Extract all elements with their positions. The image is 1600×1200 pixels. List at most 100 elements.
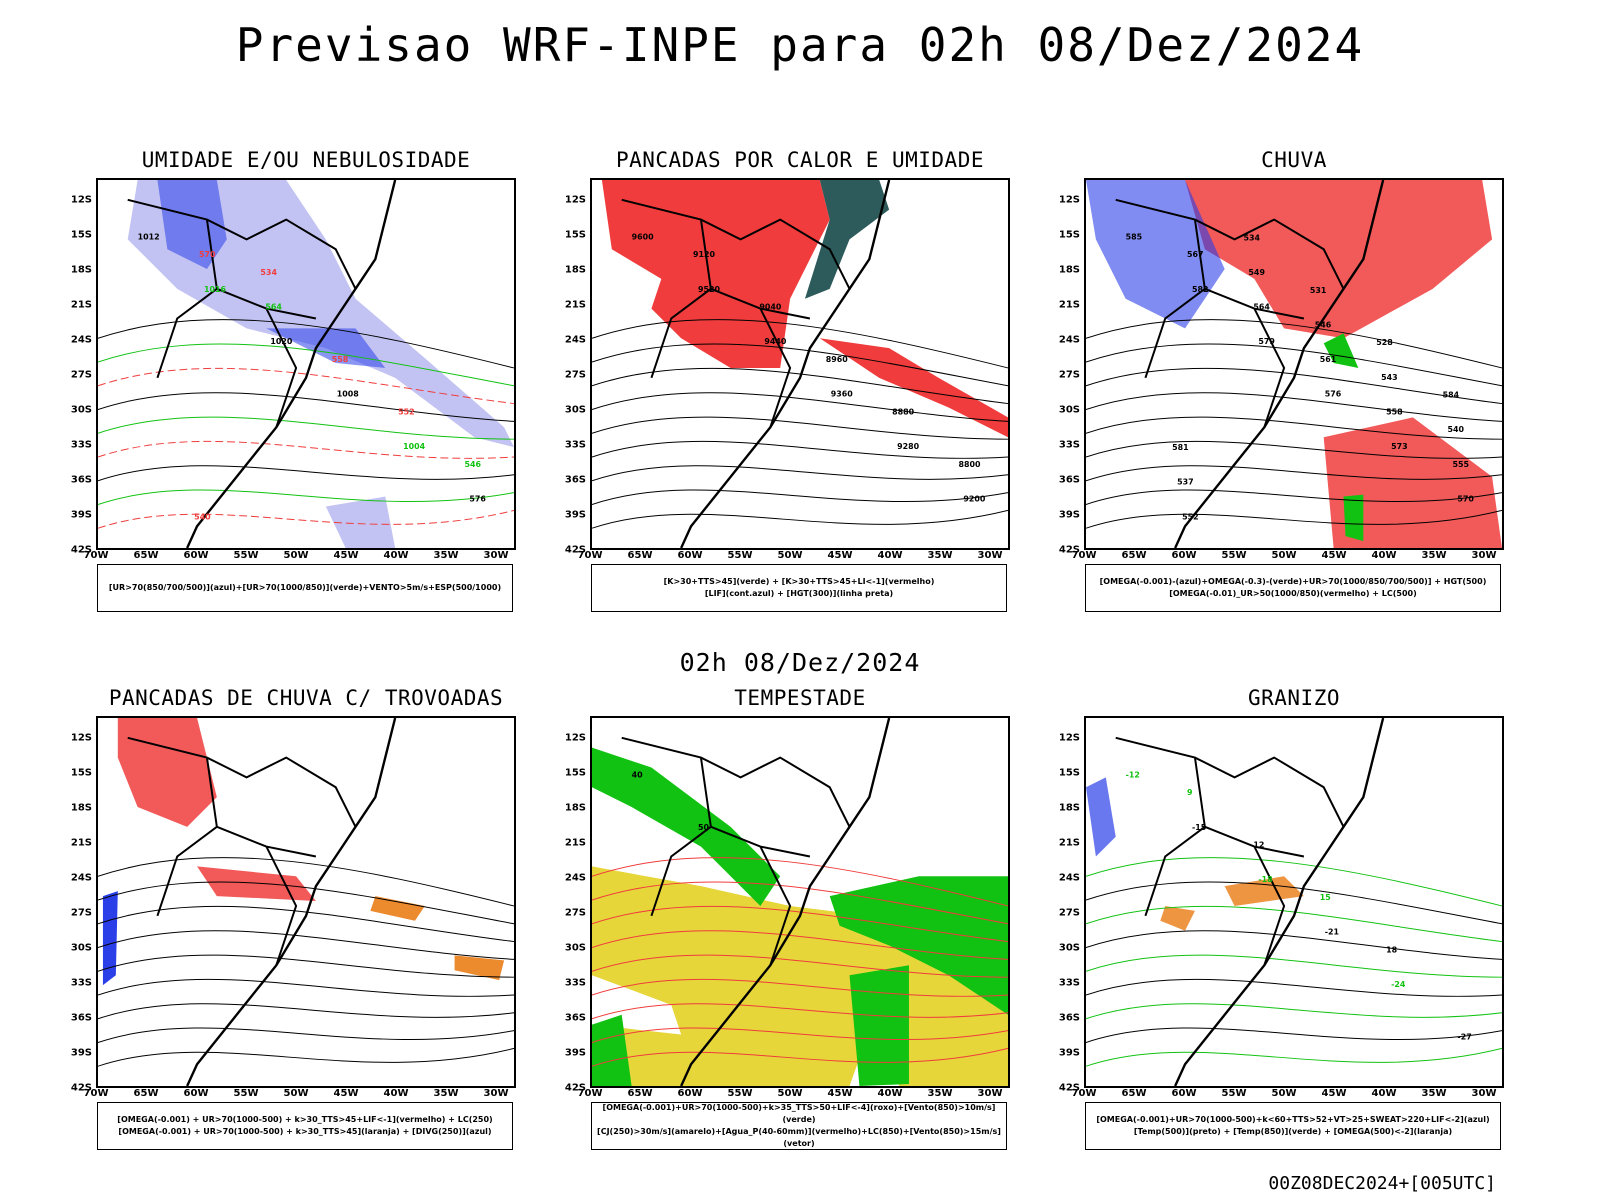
lat-tick-label: 42S — [70, 544, 92, 556]
isoline — [592, 416, 1008, 440]
lon-tick-label: 65W — [133, 1088, 159, 1099]
isoline-value-label: 581 — [1172, 443, 1189, 452]
rain-south-region — [1323, 417, 1502, 548]
lon-tick-label: 50W — [1271, 550, 1297, 561]
lat-tick-label: 39S — [564, 509, 586, 521]
lon-tick-label: 55W — [727, 1088, 753, 1099]
lat-tick-label: 36S — [1058, 1012, 1080, 1024]
lon-tick-label: 30W — [1471, 550, 1497, 561]
rain-upper-region — [1086, 180, 1225, 329]
lat-tick-label: 24S — [70, 334, 92, 346]
lat-tick-label: 30S — [1058, 404, 1080, 416]
isoline-value-label: 564 — [265, 303, 282, 312]
lat-tick-label: 33S — [70, 977, 92, 989]
humidity-upper-region — [127, 180, 514, 448]
lat-tick-label: 18S — [1058, 264, 1080, 276]
isoline-value-label: -24 — [1391, 980, 1406, 989]
country-border — [621, 198, 851, 428]
run-timestamp: 00Z08DEC2024+[005UTC] — [1268, 1173, 1496, 1194]
isoline — [98, 319, 514, 369]
isoline — [1086, 1047, 1502, 1067]
lat-tick-label: 27S — [564, 907, 586, 919]
isoline — [98, 1027, 514, 1043]
instability-k-tts-region — [804, 180, 890, 299]
isoline-value-label: 549 — [1248, 268, 1265, 277]
isoline — [1086, 978, 1502, 997]
lon-tick-label: 70W — [577, 550, 603, 561]
lon-tick-label: 45W — [1321, 1088, 1347, 1099]
lat-tick-label: 18S — [564, 264, 586, 276]
lat-tick-label: 30S — [564, 942, 586, 954]
lat-tick-label: 12S — [70, 732, 92, 744]
panel-granizo: GRANIZO 12S 15S 18S 21S 24S 27S 30S 33S 36S 39S 42… — [1044, 686, 1544, 1166]
isoline-value-label: 534 — [260, 268, 277, 277]
lon-tick-label: 45W — [827, 1088, 853, 1099]
map-svg: 40 50 — [592, 718, 1008, 1086]
latitude-axis: 12S 15S 18S 21S 24S 27S 30S 33S 36S 39S 42S — [56, 716, 94, 1094]
legend-line: [K>30+TTS>45](verde) + [K>30+TTS>45+LI<-… — [663, 577, 935, 586]
lon-tick-label: 70W — [83, 550, 109, 561]
isoline — [592, 930, 1008, 960]
isoline-value-label: 9 — [1187, 788, 1193, 797]
lon-tick-label: 45W — [1321, 550, 1347, 561]
lon-tick-label: 70W — [577, 1088, 603, 1099]
isoline-value-label: 585 — [1126, 232, 1143, 241]
latitude-axis: 12S 15S 18S 21S 24S 27S 30S 33S 36S 39S 42S — [550, 178, 588, 556]
isoline — [98, 1003, 514, 1020]
isoline-value-label: 8960 — [826, 355, 849, 364]
lon-tick-label: 40W — [877, 550, 903, 561]
map-svg: 1012 1016 1020 1008 1004 576 570 564 558 552 546 54… — [98, 180, 514, 548]
lon-tick-label: 40W — [1371, 550, 1397, 561]
isoline — [1086, 367, 1502, 405]
isoline — [592, 392, 1008, 422]
isoline — [1086, 440, 1502, 459]
lat-tick-label: 24S — [564, 872, 586, 884]
lon-tick-label: 60W — [677, 550, 703, 561]
isoline-value-label: 582 — [1192, 285, 1209, 294]
lon-tick-label: 40W — [383, 1088, 409, 1099]
lat-tick-label: 21S — [1058, 299, 1080, 311]
isoline — [98, 978, 514, 997]
isoline-value-label: 8800 — [958, 460, 981, 469]
isoline-value-label: 9280 — [897, 442, 920, 451]
isoline — [592, 489, 1008, 505]
lat-tick-label: 27S — [70, 907, 92, 919]
lat-tick-label: 42S — [564, 544, 586, 556]
isoline — [1086, 1027, 1502, 1043]
lon-tick-label: 65W — [1121, 1088, 1147, 1099]
isoline — [1086, 465, 1502, 482]
lon-tick-label: 45W — [333, 1088, 359, 1099]
isoline — [98, 416, 514, 440]
lon-tick-label: 55W — [233, 1088, 259, 1099]
isoline — [1086, 930, 1502, 960]
isoline-value-label: -12 — [1126, 770, 1140, 779]
strong-wind-east-region — [829, 876, 1008, 1015]
lat-tick-label: 36S — [564, 474, 586, 486]
isoline-value-label: 570 — [1457, 495, 1474, 504]
thunder-divergence-region — [102, 891, 118, 986]
latitude-axis: 12S 15S 18S 21S 24S 27S 30S 33S 36S 39S 42S — [1044, 178, 1082, 556]
lat-tick-label: 12S — [1058, 194, 1080, 206]
lat-tick-label: 39S — [1058, 1047, 1080, 1059]
lat-tick-label: 33S — [1058, 439, 1080, 451]
legend-line: [UR>70(850/700/500)](azul)+[UR>70(1000/8… — [108, 583, 502, 592]
hail-upper-region — [1086, 777, 1116, 857]
isoline — [98, 857, 514, 907]
lon-tick-label: 70W — [1071, 1088, 1097, 1099]
isoline-value-label: 558 — [1386, 407, 1403, 416]
isoline — [592, 954, 1008, 978]
lon-tick-label: 60W — [1171, 1088, 1197, 1099]
map-umidade: 1012 1016 1020 1008 1004 576 570 564 558 552 546 54… — [96, 178, 516, 550]
isoline — [98, 367, 514, 405]
thunder-red-region — [117, 718, 217, 827]
isoline — [98, 881, 514, 925]
isoline — [592, 509, 1008, 529]
isoline-value-label: 534 — [1243, 233, 1260, 242]
isoline — [1086, 416, 1502, 440]
isoline-value-label: 9120 — [693, 250, 716, 259]
isoline — [592, 1027, 1008, 1043]
isoline-value-label: 1008 — [337, 390, 360, 399]
isoline-value-label: 40 — [632, 770, 644, 779]
lon-tick-label: 70W — [83, 1088, 109, 1099]
legend-trovoadas: [OMEGA(-0.001) + UR>70(1000-500) + k>30_… — [97, 1102, 513, 1150]
